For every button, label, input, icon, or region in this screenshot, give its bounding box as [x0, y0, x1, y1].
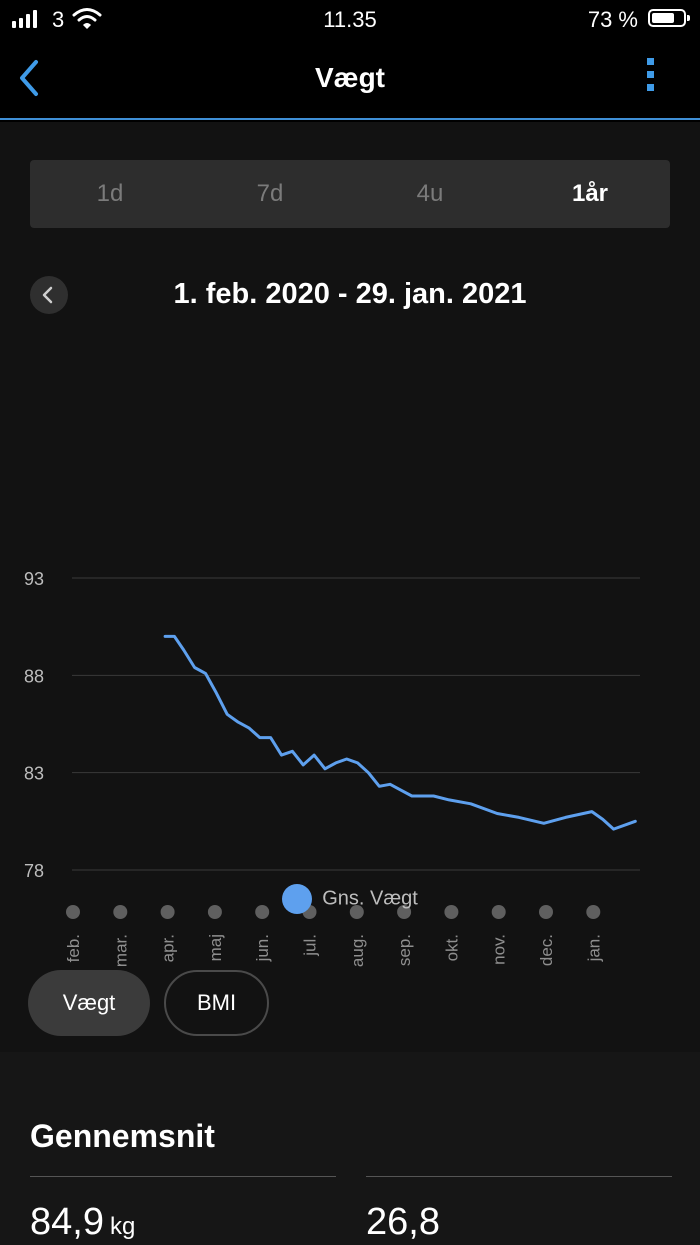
cellular-signal-icon	[12, 10, 37, 28]
month-dot	[349, 905, 364, 919]
period-tab-1d[interactable]: 1d	[96, 180, 124, 207]
average-weight-value: 84,9	[30, 1201, 104, 1243]
battery-icon	[648, 9, 690, 27]
weight-unit: kg	[109, 1213, 136, 1240]
month-dot	[397, 905, 412, 919]
page-title: Vægt	[315, 62, 385, 93]
month-dot	[113, 905, 128, 919]
x-tick-label: mar.	[111, 934, 130, 967]
x-tick-label: apr.	[159, 934, 178, 962]
x-tick-label: jun.	[253, 934, 272, 962]
month-dot	[491, 905, 506, 919]
back-button[interactable]	[14, 56, 50, 100]
chevron-left-icon	[42, 286, 53, 304]
average-bmi-value: 26,8	[366, 1201, 440, 1243]
month-dot	[207, 905, 222, 919]
summary-section: Gennemsnit 84,9 kg 26,8	[0, 1052, 700, 1245]
x-tick-label: jul.	[301, 934, 320, 957]
x-tick-label: aug.	[348, 934, 367, 967]
bmi-metric-button[interactable]: BMI	[164, 970, 269, 1036]
weight-chart: 93 88 83 78 feb. mar. apr. maj jun. jul. aug. sep. o…	[0, 392, 700, 992]
average-bmi: 26,8	[366, 1176, 672, 1243]
clock: 11.35	[323, 7, 377, 32]
y-tick-label: 93	[24, 569, 44, 589]
battery-percentage: 73 %	[587, 7, 638, 32]
legend-label: Gns. Vægt	[322, 887, 418, 910]
month-dot	[444, 905, 459, 919]
x-tick-label: jan.	[584, 934, 603, 962]
status-bar: 3 11.35 73 %	[0, 0, 700, 40]
y-tick-label: 78	[24, 861, 44, 881]
chevron-left-icon	[20, 60, 38, 96]
month-dot	[160, 905, 175, 919]
more-options-button[interactable]	[642, 58, 658, 100]
x-tick-label: nov.	[490, 934, 509, 965]
period-selector: 1d 7d 4u 1år	[30, 160, 670, 228]
x-tick-label: feb.	[64, 934, 83, 962]
month-dot	[66, 905, 80, 919]
x-tick-label: dec.	[537, 934, 556, 966]
date-range-label: 1. feb. 2020 - 29. jan. 2021	[173, 278, 527, 310]
month-dot	[586, 905, 601, 919]
wifi-icon	[72, 7, 102, 37]
period-tab-1year[interactable]: 1år	[571, 180, 609, 207]
weight-series-line	[163, 634, 637, 831]
navigation-bar: Vægt	[0, 40, 700, 120]
x-tick-label: sep.	[395, 934, 414, 966]
average-weight: 84,9 kg	[30, 1176, 336, 1243]
main-content: 1d 7d 4u 1år 1. feb. 2020 - 29. jan. 202…	[0, 122, 700, 1052]
month-dot	[539, 905, 553, 919]
period-tab-4u[interactable]: 4u	[416, 180, 444, 207]
previous-period-button[interactable]	[30, 276, 68, 314]
legend-swatch	[282, 884, 313, 914]
month-dot	[255, 905, 270, 919]
chart-legend: Gns. Vægt	[0, 884, 700, 914]
x-tick-label: maj	[206, 934, 225, 961]
kebab-menu-icon	[646, 58, 654, 65]
y-tick-label: 88	[24, 666, 44, 686]
average-heading: Gennemsnit	[30, 1118, 215, 1154]
x-tick-label: okt.	[442, 934, 461, 961]
date-range-header: 1. feb. 2020 - 29. jan. 2021	[0, 272, 700, 322]
carrier-label: 3	[52, 7, 65, 32]
period-tab-7d[interactable]: 7d	[256, 180, 284, 207]
weight-line-chart: 93 88 83 78 feb. mar. apr. maj jun. jul. aug. sep. o…	[24, 569, 640, 967]
y-tick-label: 83	[24, 764, 44, 784]
weight-metric-button[interactable]: Vægt	[28, 970, 150, 1036]
